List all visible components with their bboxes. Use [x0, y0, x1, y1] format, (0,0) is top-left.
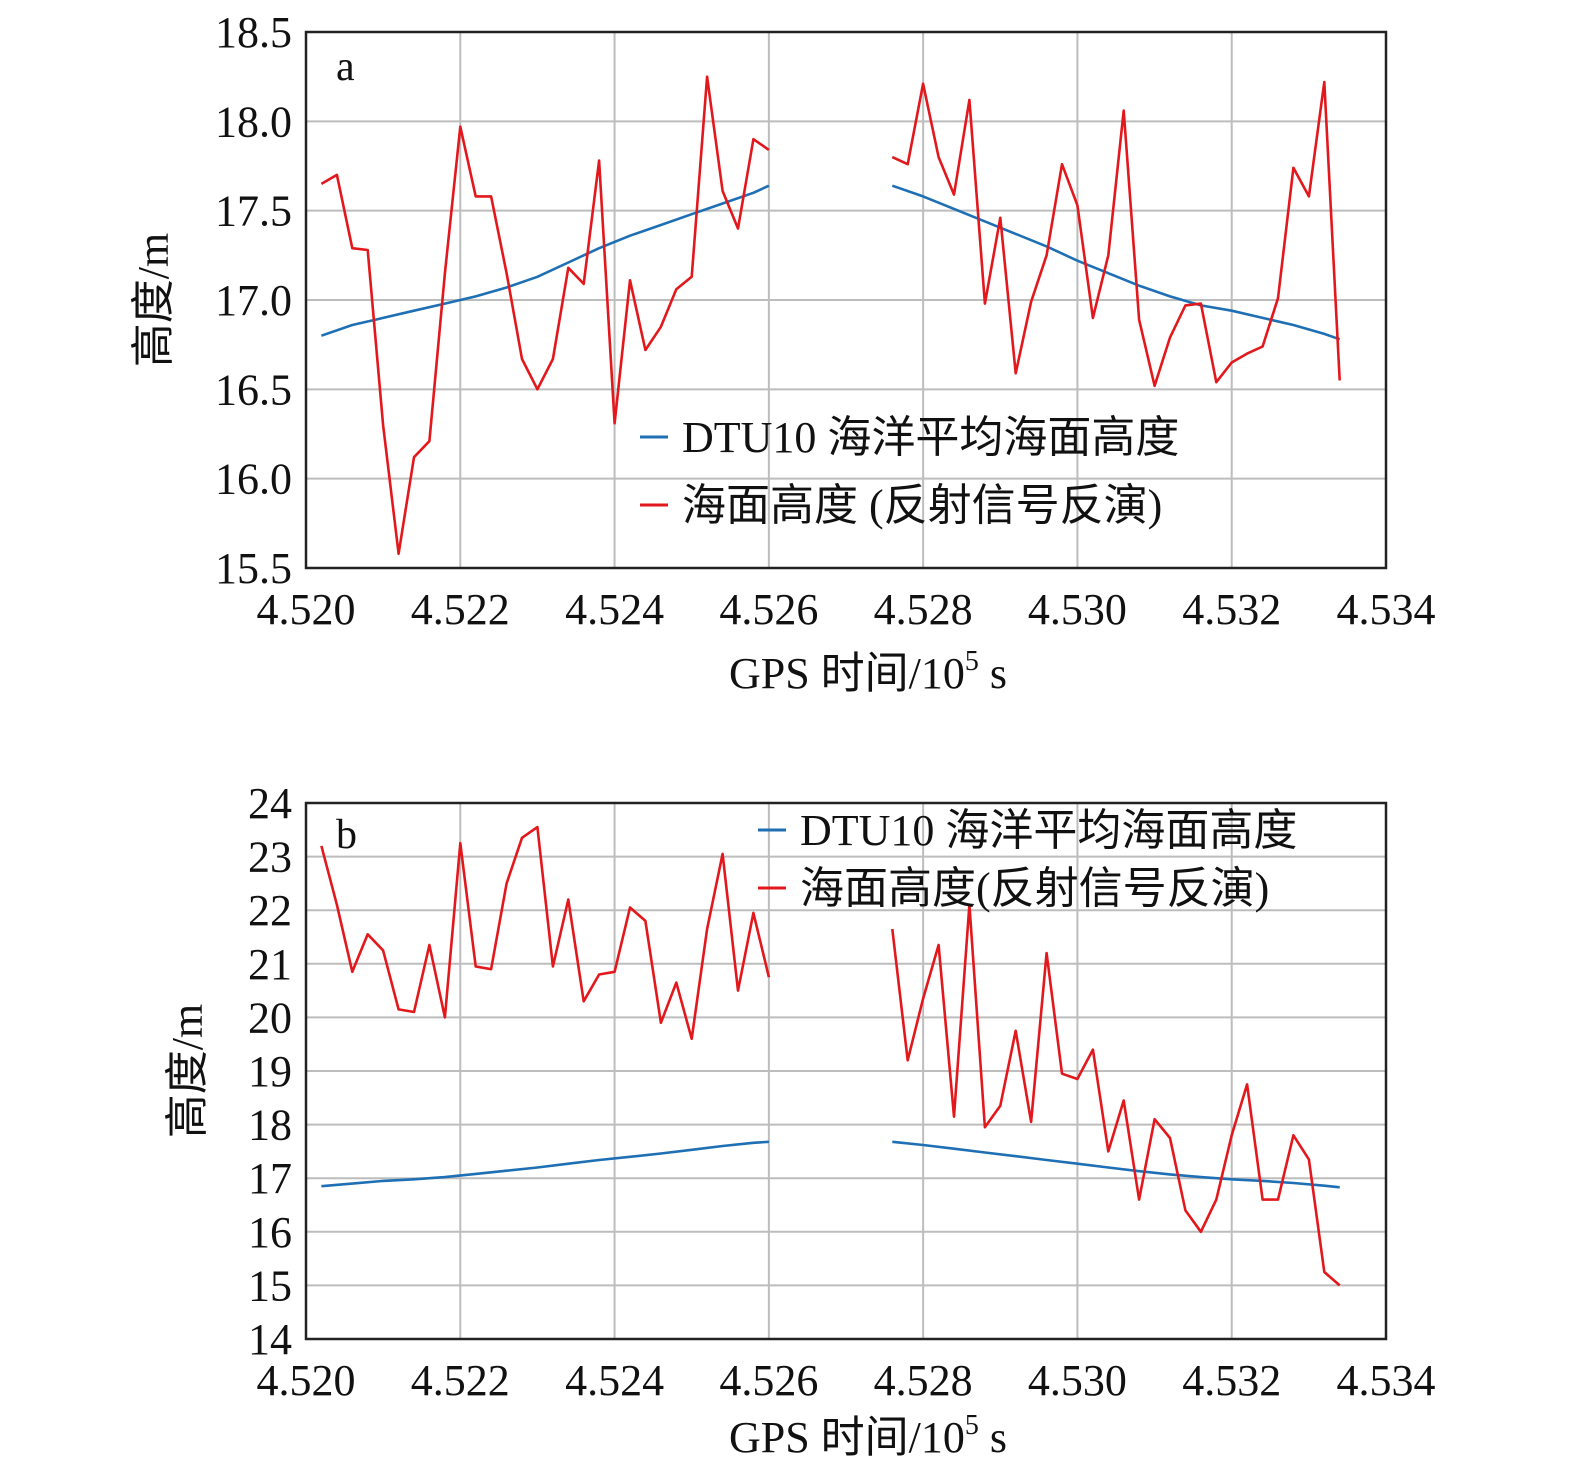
panel-b-y-axis-title: 高度/m	[163, 1004, 212, 1138]
panel-b-y-tick-label: 14	[248, 1315, 292, 1364]
panel-b-x-axis-title-unit: s	[979, 1413, 1007, 1462]
panel-a-x-tick-label: 4.524	[565, 585, 664, 634]
panel-b-x-tick-label: 4.532	[1182, 1356, 1281, 1405]
panel-a-y-tick-label: 15.5	[215, 544, 292, 593]
panel-b-y-tick-label: 20	[248, 993, 292, 1042]
panel-a-ssh-line-segment-2	[891, 80, 1341, 388]
panel-b-series	[320, 825, 1341, 1287]
panel-a-x-tick-label: 4.522	[411, 585, 510, 634]
panel-a-y-tick-label: 17.0	[215, 276, 292, 325]
panel-a-y-ticks: 15.5 16.0 16.5 17.0 17.5 18.0 18.5	[215, 8, 292, 593]
panel-a-label: a	[336, 44, 355, 90]
panel-b-plot-frame	[304, 801, 1388, 1341]
panel-b-dtu-line-segment-1	[321, 1140, 769, 1188]
panel-b-x-tick-label: 4.534	[1337, 1356, 1436, 1405]
panel-b-legend-ssh-label: 海面高度(反射信号反演)	[800, 864, 1269, 913]
panel-b-dtu-line-segment-2	[892, 1140, 1340, 1189]
panel-b-ssh-line-segment-1	[320, 825, 771, 1041]
panel-a-x-tick-label: 4.528	[874, 585, 973, 634]
panel-a-y-axis-title: 高度/m	[129, 233, 178, 367]
panel-b-x-ticks: 4.520 4.522 4.524 4.526 4.528 4.530 4.532 4.534	[257, 1356, 1436, 1405]
panel-a-series	[320, 75, 1341, 556]
panel-a-x-axis-title-unit: s	[979, 649, 1007, 698]
panel-b-x-tick-label: 4.520	[257, 1356, 356, 1405]
panel-a-grid	[306, 32, 1386, 568]
panel-b-legend-dtu-label: DTU10 海洋平均海面高度	[800, 806, 1297, 855]
panel-a-x-tick-label: 4.526	[719, 585, 818, 634]
panel-b-label: b	[336, 812, 357, 858]
panel-b-x-tick-label: 4.524	[565, 1356, 664, 1405]
panel-b-y-tick-label: 21	[248, 940, 292, 989]
panel-b-legend: DTU10 海洋平均海面高度 海面高度(反射信号反演)	[758, 806, 1297, 913]
panel-a-x-tick-label: 4.520	[257, 585, 356, 634]
panel-a-plot-frame	[304, 30, 1388, 570]
panel-a-x-tick-label: 4.530	[1028, 585, 1127, 634]
panel-b-y-tick-label: 19	[248, 1047, 292, 1096]
panel-a-y-tick-label: 16.0	[215, 455, 292, 504]
panel-a-x-axis-title: GPS 时间/105 s	[729, 646, 1007, 698]
panel-a-y-tick-label: 18.0	[215, 97, 292, 146]
panel-b-y-tick-label: 23	[248, 833, 292, 882]
panel-a-x-tick-label: 4.534	[1337, 585, 1436, 634]
panel-a-legend-dtu-label: DTU10 海洋平均海面高度	[682, 413, 1179, 462]
panel-a-ssh-line-segment-1	[320, 75, 770, 556]
panel-a-legend-ssh-label: 海面高度 (反射信号反演)	[682, 481, 1162, 530]
panel-b-y-tick-label: 15	[248, 1261, 292, 1310]
panel-b-y-tick-label: 22	[248, 886, 292, 935]
panel-b-y-tick-label: 16	[248, 1208, 292, 1257]
panel-b-x-axis-title: GPS 时间/105 s	[729, 1410, 1007, 1462]
panel-a-y-tick-label: 18.5	[215, 8, 292, 57]
panel-b-ssh-line-segment-2	[891, 903, 1341, 1287]
panel-b-x-tick-label: 4.530	[1028, 1356, 1127, 1405]
panel-a-x-axis-title-main: GPS 时间/10	[729, 649, 965, 698]
panel-a-y-tick-label: 16.5	[215, 365, 292, 414]
panel-b-y-tick-label: 24	[248, 779, 292, 828]
panel-b-x-tick-label: 4.526	[719, 1356, 818, 1405]
panel-a-dtu-line-segment-2	[891, 184, 1341, 341]
panel-a-x-tick-label: 4.532	[1182, 585, 1281, 634]
panel-a-legend: DTU10 海洋平均海面高度 海面高度 (反射信号反演)	[640, 413, 1179, 530]
panel-b-x-tick-label: 4.528	[874, 1356, 973, 1405]
panel-a-x-ticks: 4.520 4.522 4.524 4.526 4.528 4.530 4.532 4.534	[257, 585, 1436, 634]
panel-b-x-axis-title-exponent: 5	[965, 1410, 979, 1441]
panel-a-y-tick-label: 17.5	[215, 187, 292, 236]
panel-b-y-tick-label: 18	[248, 1101, 292, 1150]
chart-panel-a: 15.516.016.517.017.518.018.5 4.520 4.522 4…	[129, 8, 1436, 698]
panel-b-y-tick-label: 17	[248, 1154, 292, 1203]
panel-b-x-tick-label: 4.522	[411, 1356, 510, 1405]
panel-a-dtu-line-segment-1	[320, 184, 770, 337]
panel-a-x-axis-title-exponent: 5	[965, 646, 979, 677]
panel-b-x-axis-title-main: GPS 时间/10	[729, 1413, 965, 1462]
